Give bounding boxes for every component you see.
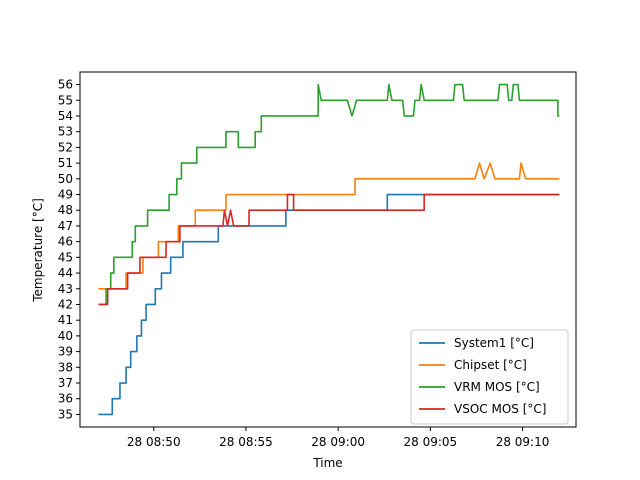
legend-label-2: Chipset [°C] xyxy=(454,358,527,372)
y-tick-label: 47 xyxy=(58,219,73,233)
y-tick-label: 41 xyxy=(58,313,73,327)
legend-label-4: VSOC MOS [°C] xyxy=(454,402,546,416)
series-line-2 xyxy=(98,162,560,290)
x-tick-label: 28 09:10 xyxy=(496,435,550,449)
x-tick-label: 28 09:05 xyxy=(403,435,457,449)
y-tick-label: 55 xyxy=(58,93,73,107)
y-tick-label: 54 xyxy=(58,109,73,123)
y-tick-label: 52 xyxy=(58,140,73,154)
y-tick-label: 50 xyxy=(58,172,73,186)
y-tick-label: 49 xyxy=(58,188,73,202)
series-line-1 xyxy=(98,193,560,416)
y-tick-label: 44 xyxy=(58,266,73,280)
series-line-4 xyxy=(98,193,560,306)
x-axis: 28 08:50 28 08:55 28 09:00 28 09:05 28 09:10 xyxy=(127,427,549,449)
y-tick-label: 37 xyxy=(58,376,73,390)
axes-frame xyxy=(79,71,577,428)
y-axis: 3536373839404142434445464748495051525354… xyxy=(58,78,80,421)
y-tick-label: 36 xyxy=(58,392,73,406)
y-tick-label: 53 xyxy=(58,125,73,139)
x-axis-label: Time xyxy=(312,456,342,470)
y-tick-label: 45 xyxy=(58,250,73,264)
y-tick-label: 51 xyxy=(58,156,73,170)
legend-label-3: VRM MOS [°C] xyxy=(454,380,540,394)
legend: System1 [°C] Chipset [°C] VRM MOS [°C] VSOC… xyxy=(410,329,569,425)
legend-box xyxy=(410,329,569,425)
y-tick-label: 40 xyxy=(58,329,73,343)
legend-label-1: System1 [°C] xyxy=(454,336,534,350)
y-tick-label: 56 xyxy=(58,78,73,92)
x-tick-label: 28 08:50 xyxy=(127,435,181,449)
y-tick-label: 42 xyxy=(58,297,73,311)
y-tick-label: 38 xyxy=(58,360,73,374)
y-tick-label: 48 xyxy=(58,203,73,217)
series-layer xyxy=(98,83,560,416)
y-tick-label: 39 xyxy=(58,345,73,359)
x-tick-label: 28 08:55 xyxy=(219,435,273,449)
y-tick-label: 43 xyxy=(58,282,73,296)
series-line-3 xyxy=(98,83,560,306)
x-tick-label: 28 09:00 xyxy=(311,435,365,449)
y-axis-label: Temperature [°C] xyxy=(31,198,45,303)
y-tick-label: 46 xyxy=(58,235,73,249)
y-tick-label: 35 xyxy=(58,407,73,421)
